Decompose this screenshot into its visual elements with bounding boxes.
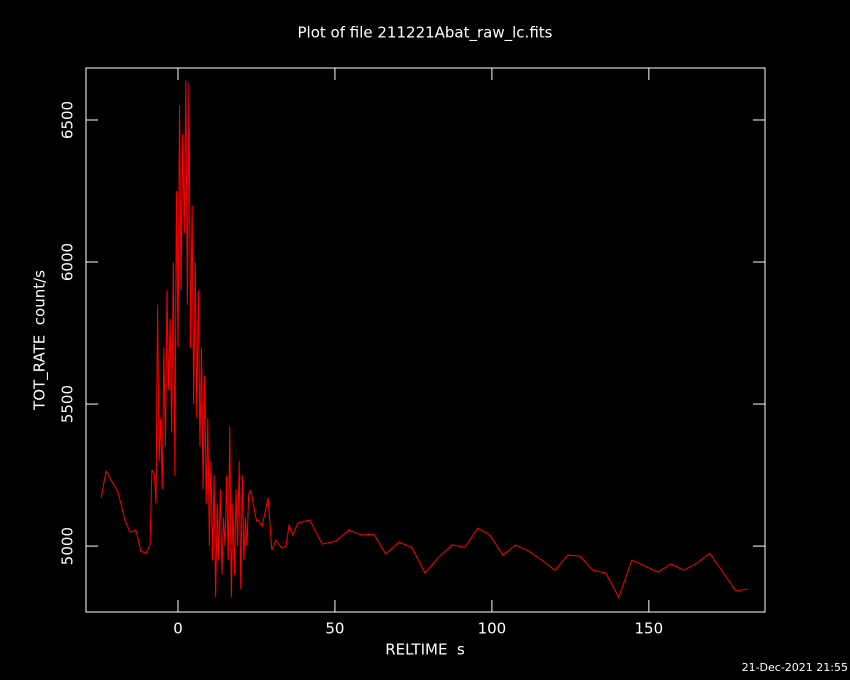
chart-title: Plot of file 211221Abat_raw_lc.fits (298, 24, 553, 43)
x-axis-label: RELTIME s (385, 641, 465, 659)
y-tick-label: 5500 (59, 385, 77, 423)
x-tick-label: 100 (478, 620, 507, 638)
y-tick-label: 6000 (59, 243, 77, 281)
timestamp: 21-Dec-2021 21:55 (742, 661, 848, 674)
y-tick-label: 6500 (59, 101, 77, 139)
plot-frame (85, 67, 766, 613)
x-tick-label: 50 (325, 620, 344, 638)
x-tick-label: 0 (173, 620, 183, 638)
y-tick-label: 5000 (59, 527, 77, 565)
x-tick-label: 150 (635, 620, 664, 638)
data-line (100, 80, 748, 599)
y-axis-label: TOT_RATE count/s (31, 270, 50, 411)
